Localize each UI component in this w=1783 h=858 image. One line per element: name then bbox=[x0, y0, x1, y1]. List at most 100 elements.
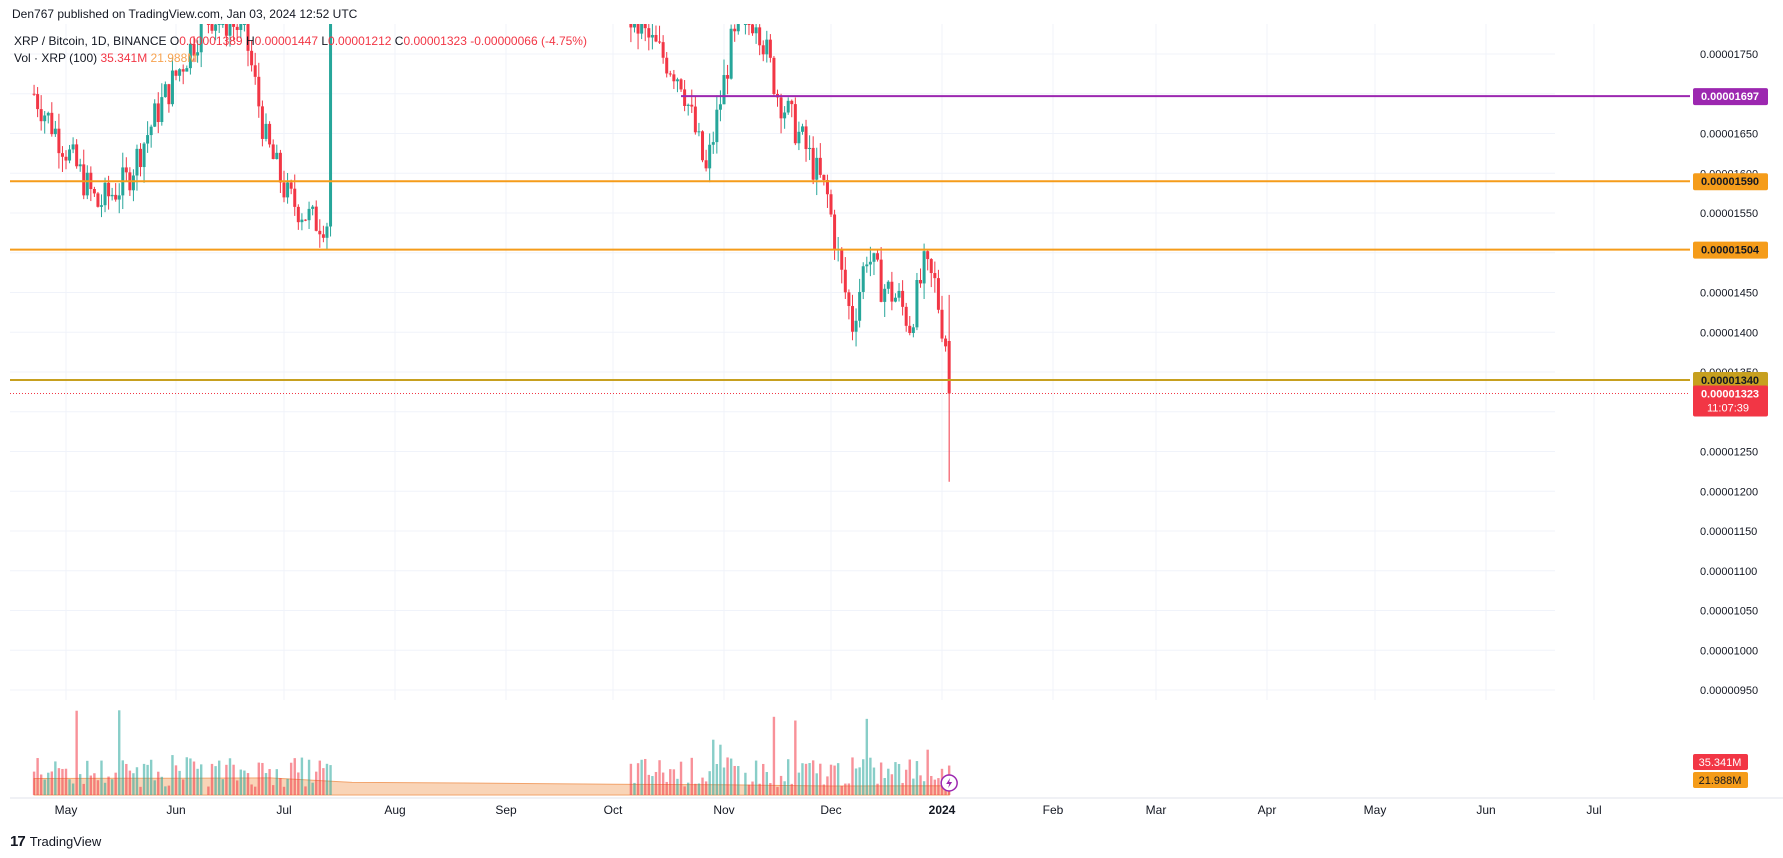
x-tick-label: Oct bbox=[604, 803, 623, 817]
candle-body bbox=[747, 24, 751, 25]
volume-bar bbox=[61, 768, 64, 795]
candle-body bbox=[643, 24, 647, 29]
volume-bar bbox=[790, 783, 793, 795]
volume-bar bbox=[865, 718, 869, 795]
candle-body bbox=[786, 100, 790, 113]
candle-body bbox=[307, 208, 311, 221]
volume-bar bbox=[869, 757, 872, 795]
x-tick-label: Dec bbox=[820, 803, 841, 817]
candle-body bbox=[318, 230, 322, 235]
chart-grid bbox=[10, 24, 1595, 700]
low-value: 0.00001212 bbox=[328, 34, 392, 48]
candle-body bbox=[876, 253, 880, 260]
volume-bar bbox=[926, 749, 929, 795]
candle-body bbox=[293, 188, 297, 207]
volume-bar bbox=[236, 780, 239, 795]
volume-bar bbox=[196, 768, 199, 795]
candle-body bbox=[822, 174, 826, 181]
close-label: C bbox=[394, 34, 404, 48]
volume-bar bbox=[844, 783, 847, 795]
volume-bar bbox=[254, 786, 257, 795]
lightning-icon bbox=[940, 774, 958, 792]
candle-body bbox=[271, 144, 275, 160]
candle-body bbox=[783, 112, 787, 119]
candle-body bbox=[708, 144, 712, 169]
candle-body bbox=[92, 188, 96, 194]
volume-bar bbox=[851, 757, 854, 795]
candle-body bbox=[156, 103, 160, 123]
candle-body bbox=[686, 104, 690, 106]
candle-body bbox=[800, 126, 804, 132]
candle-body bbox=[221, 24, 225, 25]
candle-body bbox=[82, 164, 86, 196]
volume-bar bbox=[690, 757, 693, 795]
candle-body bbox=[675, 79, 679, 82]
candle-body bbox=[847, 292, 851, 307]
level-price-label: 0.00001340 bbox=[1701, 375, 1759, 387]
open-value: 0.00001389 bbox=[179, 34, 243, 48]
candle-body bbox=[167, 84, 171, 105]
candle-body bbox=[117, 195, 121, 200]
candle-body bbox=[904, 306, 908, 326]
volume-bar bbox=[272, 785, 275, 795]
volume-bar bbox=[311, 782, 314, 795]
candle-body bbox=[768, 39, 772, 58]
volume-bar bbox=[826, 776, 829, 795]
volume-bar bbox=[307, 759, 311, 795]
symbol-label[interactable]: XRP / Bitcoin, 1D, BINANCE bbox=[14, 34, 167, 48]
volume-bar bbox=[286, 778, 289, 795]
candle-body bbox=[153, 103, 157, 127]
volume-bar bbox=[772, 716, 776, 795]
candle-body bbox=[890, 281, 894, 302]
tradingview-brand[interactable]: 17 TradingView bbox=[10, 833, 101, 850]
volume-bar bbox=[797, 772, 801, 795]
candle-body bbox=[944, 338, 948, 347]
low-label: L bbox=[321, 34, 329, 48]
volume-bar bbox=[669, 769, 672, 795]
level-price-label-bg bbox=[1693, 88, 1768, 106]
x-tick-label: May bbox=[1364, 803, 1387, 817]
volume-bar bbox=[651, 776, 654, 795]
volume-bar bbox=[200, 764, 203, 795]
level-price-label: 0.00001504 bbox=[1701, 245, 1760, 257]
volume-bar bbox=[164, 786, 167, 795]
volume-bar bbox=[862, 759, 865, 795]
candle-body bbox=[170, 70, 174, 105]
volume-bar bbox=[185, 757, 188, 795]
candle-body bbox=[661, 42, 665, 58]
volume-bar bbox=[744, 772, 747, 795]
candle-body bbox=[239, 24, 243, 30]
volume-bar bbox=[901, 782, 904, 795]
candle-body bbox=[690, 104, 694, 107]
volume-bar bbox=[75, 710, 78, 795]
y-tick-label: 0.00001000 bbox=[1700, 645, 1758, 657]
candle-body bbox=[36, 94, 40, 110]
volume-bar bbox=[142, 763, 146, 795]
volume-bar bbox=[78, 774, 82, 795]
volume-bar bbox=[937, 778, 940, 795]
volume-bar bbox=[701, 777, 704, 795]
candle-body bbox=[206, 24, 210, 25]
volume-bar bbox=[633, 782, 636, 795]
volume-label: 35.341M bbox=[1699, 757, 1742, 769]
volume-bar bbox=[171, 755, 174, 795]
candle-body bbox=[772, 57, 776, 94]
candle-body bbox=[761, 45, 765, 55]
volume-label[interactable]: Vol · XRP (100) bbox=[14, 51, 98, 65]
candle-body bbox=[629, 24, 633, 28]
candle-body bbox=[701, 131, 705, 161]
volume-bar bbox=[153, 780, 156, 795]
volume-ma-value: 21.988M bbox=[150, 51, 198, 65]
tradingview-logo-icon: 17 bbox=[10, 833, 26, 850]
volume-bar bbox=[847, 783, 851, 795]
candle-body bbox=[636, 24, 640, 34]
volume-bar bbox=[872, 767, 876, 795]
volume-bar bbox=[210, 763, 214, 795]
candle-body bbox=[321, 234, 325, 238]
volume-bar bbox=[665, 781, 668, 795]
volume-bar bbox=[679, 761, 683, 795]
brand-name: TradingView bbox=[29, 834, 102, 849]
candle-body bbox=[110, 194, 114, 197]
volume-bar bbox=[232, 764, 235, 795]
